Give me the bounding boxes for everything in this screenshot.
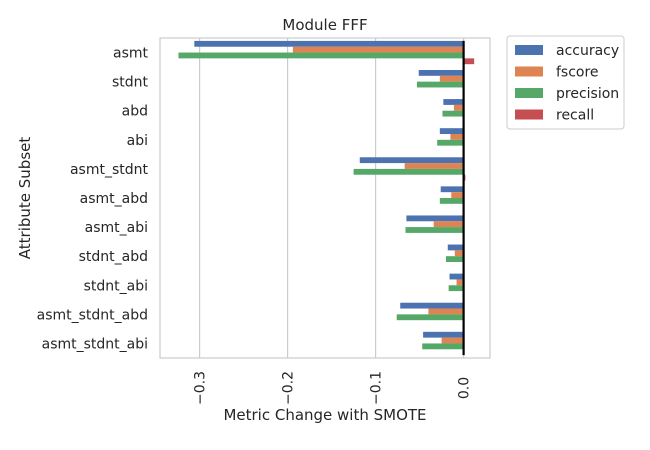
bar-accuracy [423, 331, 464, 338]
x-tick-label: −0.3 [193, 371, 209, 405]
chart-title: Module FFF [282, 16, 367, 34]
bar-recall [463, 58, 475, 65]
bar-accuracy [406, 215, 464, 222]
y-tick-label: asmt_abd [80, 191, 148, 207]
y-tick-label: asmt [113, 46, 149, 62]
bar-precision [396, 314, 464, 321]
bar-accuracy [447, 244, 464, 251]
x-tick-labels: −0.3 −0.2 −0.1 0.0 [193, 371, 473, 405]
y-tick-label: asmt_stdnt [70, 162, 149, 178]
bar-accuracy [418, 70, 464, 76]
legend-frame [506, 35, 625, 130]
bar-precision [178, 52, 464, 59]
bar-accuracy [449, 273, 464, 280]
bar-fscore [441, 337, 464, 344]
bar-fscore [450, 134, 464, 140]
bar-precision [446, 256, 464, 262]
bar-fscore [439, 75, 464, 82]
plot-frame [159, 37, 491, 359]
bar-precision [437, 139, 464, 146]
bar-fscore [428, 308, 464, 315]
bar-precision [442, 110, 464, 117]
bar-precision [439, 198, 464, 204]
legend-label-recall: recall [556, 108, 594, 124]
y-tick-label: asmt_stdnt_abi [42, 336, 148, 352]
y-tick-label: asmt_stdnt_abd [37, 307, 148, 323]
legend-label-precision: precision [556, 86, 619, 102]
legend-label-accuracy: accuracy [556, 43, 619, 59]
legend-label-fscore: fscore [556, 65, 599, 81]
x-tick-label: −0.2 [281, 371, 297, 405]
y-tick-label: stdnt_abd [79, 249, 148, 265]
y-tick-label: asmt_abi [85, 220, 148, 236]
bar-accuracy [440, 186, 464, 193]
x-tick-label: −0.1 [369, 371, 385, 405]
bar-fscore [456, 279, 464, 286]
bar-precision [416, 81, 464, 88]
bar-fscore [404, 163, 464, 169]
y-tick-label: abi [127, 133, 148, 149]
legend-swatch-fscore [515, 66, 543, 77]
y-tick-label: abd [122, 104, 148, 120]
bar-precision [405, 227, 464, 233]
x-tick-label: 0.0 [457, 377, 473, 399]
bar-fscore [433, 221, 464, 228]
bar-fscore [454, 250, 464, 257]
bar-fscore [292, 46, 464, 53]
y-tick-labels: asmt stdnt abd abi asmt_stdnt asmt_abd asmt_ab… [37, 46, 149, 353]
bar-accuracy [400, 302, 464, 309]
bar-accuracy [359, 157, 464, 164]
legend-swatch-accuracy [515, 45, 543, 55]
bar-precision [422, 343, 464, 350]
bar-fscore [453, 104, 464, 111]
bar-fscore [451, 192, 464, 198]
bar-precision [448, 285, 464, 292]
legend: accuracy fscore precision recall [506, 35, 625, 130]
bar-accuracy [443, 99, 464, 105]
y-tick-label: stdnt_abi [84, 278, 148, 294]
bar-accuracy [439, 128, 464, 134]
y-axis-label: Attribute Subset [16, 137, 34, 260]
bar-precision [353, 168, 464, 175]
legend-swatch-precision [515, 88, 543, 98]
y-tick-label: stdnt [112, 75, 149, 91]
legend-swatch-recall [515, 109, 543, 120]
bar-accuracy [194, 40, 464, 47]
x-axis-label: Metric Change with SMOTE [223, 406, 426, 424]
